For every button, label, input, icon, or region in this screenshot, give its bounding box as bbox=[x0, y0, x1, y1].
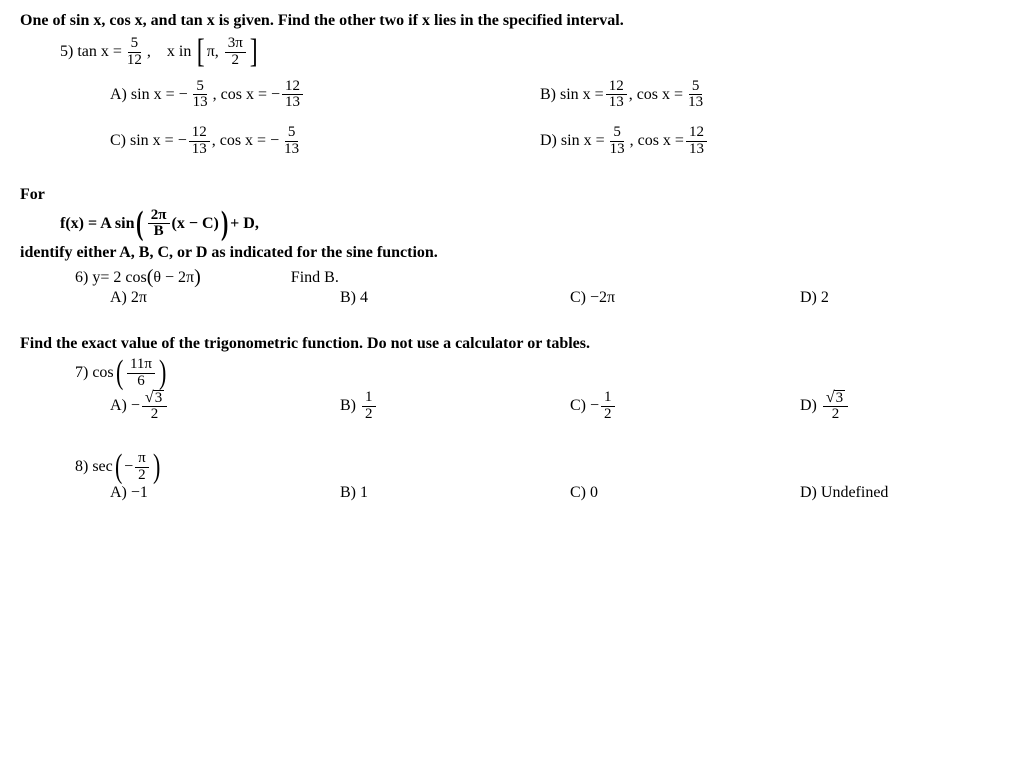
q5-stem: 5) tan x = 5 12 , x in [ π, 3π 2 ] bbox=[60, 36, 1004, 69]
q5-frac: 5 12 bbox=[124, 36, 145, 69]
left-paren-icon: ( bbox=[147, 266, 154, 289]
right-paren-icon: ) bbox=[153, 452, 160, 482]
q6-stem: 6) y= 2 cos ( (θ − 2π) θ − 2π ) Find B. bbox=[75, 266, 1004, 289]
q6-choices: A) 2π B) 4 C) −2π D) 2 bbox=[110, 289, 1004, 307]
fx-equation: f(x) = A sin ( 2π B (x − C) ) + D, bbox=[60, 208, 1004, 241]
section-identify-abcd: For f(x) = A sin ( 2π B (x − C) ) + D, i… bbox=[20, 186, 1004, 308]
q7-choices: A) − √3 2 B) 12 C) − 12 D) √3 2 bbox=[110, 390, 1004, 424]
q8-choice-a: A) −1 bbox=[110, 484, 340, 502]
right-paren-icon: ) bbox=[194, 266, 201, 289]
left-bracket-icon: [ bbox=[197, 37, 205, 67]
section3-heading: Find the exact value of the trigonometri… bbox=[20, 335, 1004, 353]
q8-choice-d: D) Undefined bbox=[800, 484, 888, 502]
left-paren-icon: ( bbox=[116, 358, 123, 388]
q6-number: 6) bbox=[75, 269, 88, 287]
q7-choice-b: B) 12 bbox=[340, 390, 570, 423]
q5-choices: A) sin x = − 513 , cos x = − 1213 C) sin… bbox=[110, 79, 1004, 158]
q8-number: 8) bbox=[75, 458, 88, 476]
left-paren-icon: ( bbox=[115, 452, 122, 482]
for-label: For bbox=[20, 186, 1004, 204]
q5-interval: [ π, 3π 2 ] bbox=[195, 36, 259, 69]
section-exact-value: Find the exact value of the trigonometri… bbox=[20, 335, 1004, 502]
q7-choice-a: A) − √3 2 bbox=[110, 390, 340, 424]
q5-number: 5) bbox=[60, 43, 73, 61]
q5-choice-d: D) sin x = 513 , cos x = 1213 bbox=[540, 125, 709, 158]
q7-stem: 7) cos ( 11π 6 ) bbox=[75, 357, 1004, 390]
q8-choice-c: C) 0 bbox=[570, 484, 800, 502]
q5-comma: , bbox=[147, 43, 151, 61]
right-bracket-icon: ] bbox=[250, 37, 258, 67]
q6-choice-c: C) −2π bbox=[570, 289, 800, 307]
section-trig-given: One of sin x, cos x, and tan x is given.… bbox=[20, 12, 1004, 158]
right-paren-icon: ) bbox=[221, 209, 228, 239]
section1-heading: One of sin x, cos x, and tan x is given.… bbox=[20, 12, 1004, 30]
q5-interval-lead: x in bbox=[167, 43, 191, 61]
q6-choice-d: D) 2 bbox=[800, 289, 829, 307]
q5-choice-b: B) sin x = 1213 , cos x = 513 bbox=[540, 79, 709, 112]
q6-choice-b: B) 4 bbox=[340, 289, 570, 307]
right-paren-icon: ) bbox=[159, 358, 166, 388]
section2-heading: identify either A, B, C, or D as indicat… bbox=[20, 244, 1004, 262]
q7-choice-c: C) − 12 bbox=[570, 390, 800, 423]
q5-lhs: tan x = bbox=[77, 43, 122, 61]
q5-choice-a: A) sin x = − 513 , cos x = − 1213 bbox=[110, 79, 540, 112]
q8-choice-b: B) 1 bbox=[340, 484, 570, 502]
left-paren-icon: ( bbox=[136, 209, 143, 239]
q7-choice-d: D) √3 2 bbox=[800, 390, 850, 424]
q8-stem: 8) sec ( − π 2 ) bbox=[75, 451, 1004, 484]
q5-choice-c: C) sin x = − 1213 , cos x = − 513 bbox=[110, 125, 540, 158]
q8-choices: A) −1 B) 1 C) 0 D) Undefined bbox=[110, 484, 1004, 502]
q6-choice-a: A) 2π bbox=[110, 289, 340, 307]
q7-number: 7) bbox=[75, 364, 88, 382]
